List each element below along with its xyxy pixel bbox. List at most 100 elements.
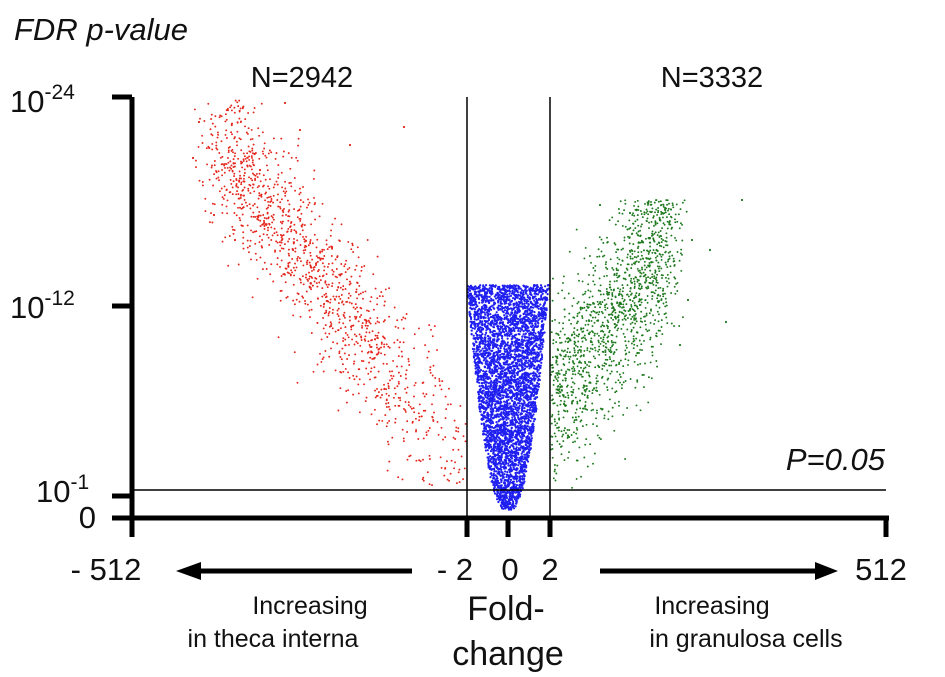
data-point-up-theca xyxy=(418,459,421,462)
data-point-up-theca xyxy=(394,421,397,424)
data-point-up-theca xyxy=(338,321,341,324)
data-point-not-significant xyxy=(510,457,514,460)
data-point-not-significant xyxy=(517,382,521,385)
data-point-up-theca xyxy=(376,303,379,306)
data-point-up-theca xyxy=(246,246,249,249)
data-point-not-significant xyxy=(527,316,530,320)
data-point-not-significant xyxy=(478,307,481,311)
data-point-up-theca xyxy=(355,316,358,318)
data-point-not-significant xyxy=(493,363,496,366)
data-point-not-significant xyxy=(524,326,527,329)
data-point-not-significant xyxy=(496,393,500,396)
data-point-not-significant xyxy=(522,427,525,430)
data-point-not-significant xyxy=(498,380,501,383)
data-point-not-significant xyxy=(533,325,536,328)
data-point-not-significant xyxy=(515,353,518,356)
data-point-not-significant xyxy=(506,421,509,424)
data-point-up-theca xyxy=(436,349,438,351)
data-point-up-theca xyxy=(421,478,424,481)
data-point-up-theca xyxy=(385,402,388,405)
data-point-not-significant xyxy=(535,375,538,378)
data-point-not-significant xyxy=(490,425,494,429)
data-point-not-significant xyxy=(524,359,528,362)
data-point-up-theca xyxy=(360,269,363,272)
data-point-up-theca xyxy=(247,187,250,190)
data-point-not-significant xyxy=(469,314,472,318)
data-point-not-significant xyxy=(525,389,528,392)
data-point-up-theca xyxy=(231,169,234,172)
data-point-not-significant xyxy=(489,291,492,294)
data-point-not-significant xyxy=(497,458,500,461)
data-point-up-theca xyxy=(311,258,314,261)
data-point-not-significant xyxy=(514,325,517,328)
data-point-up-theca xyxy=(345,300,348,303)
data-point-up-theca xyxy=(219,114,222,117)
data-point-up-theca xyxy=(428,427,431,429)
data-point-not-significant xyxy=(530,437,534,440)
data-point-not-significant xyxy=(500,344,503,348)
data-point-not-significant xyxy=(530,377,533,380)
data-point-not-significant xyxy=(516,433,519,436)
data-point-not-significant xyxy=(491,434,494,437)
data-point-not-significant xyxy=(515,420,518,423)
data-point-not-significant xyxy=(521,373,525,376)
data-point-not-significant xyxy=(509,301,512,304)
data-point-up-theca xyxy=(312,177,315,180)
data-point-not-significant xyxy=(487,388,490,391)
data-point-up-theca xyxy=(295,156,298,159)
data-point-not-significant xyxy=(540,310,544,313)
data-point-not-significant xyxy=(536,368,539,372)
data-point-not-significant xyxy=(531,313,534,317)
data-point-not-significant xyxy=(487,392,490,396)
data-point-not-significant xyxy=(501,507,504,510)
data-point-not-significant xyxy=(508,483,511,486)
data-point-up-theca xyxy=(372,273,375,276)
data-point-not-significant xyxy=(518,432,521,435)
data-point-not-significant xyxy=(522,346,525,350)
data-point-up-theca xyxy=(346,358,349,360)
data-point-up-theca xyxy=(367,340,370,343)
data-point-not-significant xyxy=(525,391,528,394)
data-point-not-significant xyxy=(479,341,482,345)
data-point-up-theca xyxy=(225,129,228,132)
data-point-not-significant xyxy=(479,319,482,323)
data-point-up-theca xyxy=(227,151,230,154)
data-point-up-theca xyxy=(404,410,407,413)
data-point-not-significant xyxy=(510,440,513,443)
data-point-up-theca xyxy=(251,186,254,189)
data-point-up-theca xyxy=(347,336,350,339)
data-point-not-significant xyxy=(541,332,545,335)
data-point-not-significant xyxy=(494,400,497,403)
data-point-up-theca xyxy=(238,217,241,219)
data-point-not-significant xyxy=(496,352,499,355)
data-point-not-significant xyxy=(497,401,500,404)
data-point-up-theca xyxy=(298,257,301,260)
data-point-not-significant xyxy=(535,292,538,296)
data-point-not-significant xyxy=(514,505,517,508)
data-point-not-significant xyxy=(499,375,502,378)
data-point-not-significant xyxy=(497,327,500,330)
data-point-not-significant xyxy=(534,323,537,326)
data-point-not-significant xyxy=(489,362,492,365)
data-point-not-significant xyxy=(515,314,518,317)
data-point-not-significant xyxy=(474,340,477,343)
data-point-up-theca xyxy=(280,137,283,140)
data-point-up-theca xyxy=(264,199,267,202)
data-point-not-significant xyxy=(525,385,528,388)
data-point-not-significant xyxy=(493,339,496,342)
data-point-not-significant xyxy=(521,340,524,343)
data-point-not-significant xyxy=(474,338,477,341)
data-point-not-significant xyxy=(514,361,518,365)
data-point-not-significant xyxy=(513,367,516,370)
data-point-not-significant xyxy=(483,424,486,427)
data-point-not-significant xyxy=(470,307,473,310)
data-point-up-theca xyxy=(240,149,243,152)
data-point-up-theca xyxy=(344,326,347,329)
data-point-not-significant xyxy=(518,483,521,486)
data-point-not-significant xyxy=(482,430,485,433)
data-point-up-theca xyxy=(338,295,341,298)
data-point-up-theca xyxy=(290,230,293,233)
data-point-not-significant xyxy=(481,320,484,323)
data-point-not-significant xyxy=(510,407,513,410)
data-point-not-significant xyxy=(544,285,547,288)
